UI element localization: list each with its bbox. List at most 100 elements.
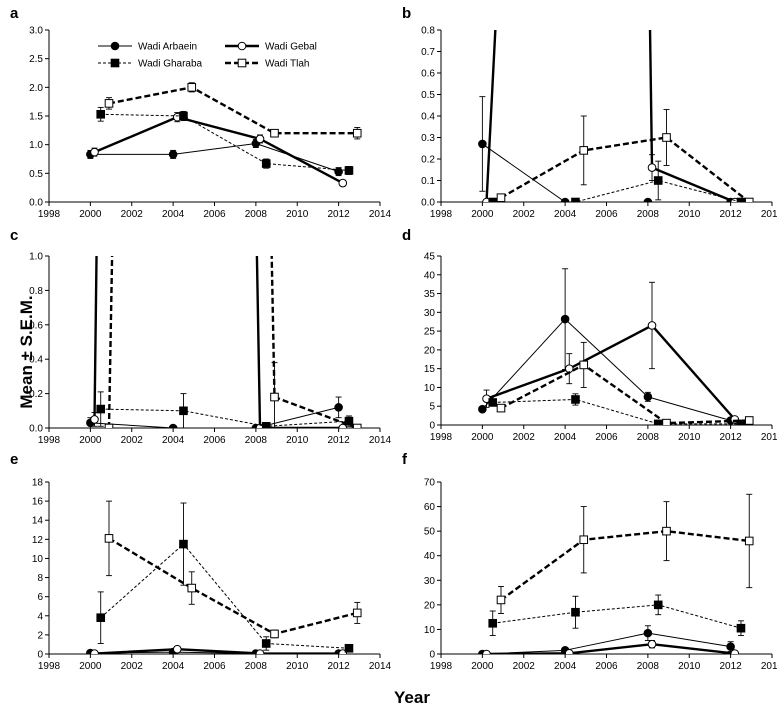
data-point (730, 649, 740, 654)
y-tick-label: 0 (37, 650, 43, 661)
x-tick-label: 2004 (162, 661, 185, 672)
data-point (255, 649, 265, 654)
data-point (104, 423, 114, 428)
data-point (482, 649, 491, 654)
data-point (653, 600, 663, 610)
x-tick-label: 2008 (637, 432, 660, 443)
series-line (94, 648, 343, 654)
y-tick-label: 0.3 (421, 133, 435, 144)
y-tick-label: 40 (424, 551, 436, 562)
y-tick-label: 30 (424, 576, 436, 587)
data-point (270, 392, 279, 402)
y-tick-label: 12 (32, 535, 44, 546)
x-tick-label: 2000 (471, 432, 494, 443)
x-tick-label: 2012 (720, 661, 743, 672)
data-point (744, 416, 754, 425)
panel-f: 0 10 20 30 40 50 60 70 1998 2000 2002 2004 2006 2008 2… (424, 478, 777, 673)
series-wadi-gebal (90, 112, 348, 188)
x-tick-label: 2006 (595, 209, 618, 220)
x-tick-label: 1998 (38, 435, 61, 446)
series-wadi-gebal (482, 30, 740, 202)
data-point (488, 618, 498, 628)
data-point (571, 607, 580, 617)
series-line (90, 143, 339, 173)
y-tick-label: 0.6 (421, 69, 435, 80)
series-line (492, 604, 742, 629)
y-tick-label: 0 (429, 421, 435, 432)
x-tick-label: 2004 (554, 432, 577, 443)
y-tick-label: 2.0 (29, 83, 43, 94)
y-tick-label: 0.2 (421, 155, 435, 166)
data-point (647, 639, 657, 649)
panel-a: 0.0 0.5 1.0 1.5 2.0 2.5 3.0 1998 2000 2002 2004 200… (29, 26, 391, 221)
series-wadi-tlah (104, 500, 362, 639)
series-line (482, 318, 731, 421)
y-tick-label: 1.5 (29, 112, 43, 123)
x-tick-label: 1998 (430, 209, 453, 220)
data-point (647, 321, 657, 330)
x-tick-label: 2006 (595, 661, 618, 672)
y-tick-label: 0.4 (421, 112, 435, 123)
x-tick-label: 2006 (595, 432, 618, 443)
data-point (496, 595, 506, 605)
x-tick-label: 2000 (79, 435, 102, 446)
data-point (744, 536, 754, 546)
y-tick-label: 0.5 (29, 169, 43, 180)
data-point (261, 421, 271, 428)
x-tick-label: 2014 (369, 435, 392, 446)
data-point (478, 139, 487, 149)
x-tick-label: 2004 (162, 435, 185, 446)
series-line (100, 113, 350, 171)
series-line (500, 136, 750, 202)
series-line (500, 529, 750, 601)
series-wadi-tlah (496, 341, 754, 425)
x-tick-label: 2014 (369, 661, 392, 672)
data-point (344, 643, 354, 653)
y-tick-label: 18 (32, 478, 44, 489)
data-point (352, 128, 362, 138)
y-tick-label: 0.8 (421, 26, 435, 37)
data-point (488, 398, 498, 407)
y-tick-label: 45 (424, 252, 436, 263)
data-point (338, 178, 348, 188)
panel-b: 0.0 0.1 0.2 0.3 0.4 0.5 0.6 0.7 0.8 1998 2000 2002 2… (421, 26, 777, 221)
data-point (579, 535, 589, 545)
data-point (96, 404, 106, 414)
series-line (485, 30, 736, 202)
y-tick-label: 0.1 (421, 176, 435, 187)
data-point (104, 534, 114, 543)
y-tick-label: 8 (37, 573, 43, 584)
panel-label-d: d (402, 227, 411, 244)
data-point (179, 406, 188, 416)
data-point (90, 415, 99, 424)
series-wadi-tlah (496, 493, 754, 614)
legend-marker (110, 58, 120, 68)
y-tick-label: 10 (32, 554, 44, 565)
y-tick-label: 40 (424, 270, 436, 281)
x-tick-label: 1998 (38, 209, 61, 220)
series-wadi-gebal (482, 281, 740, 424)
x-tick-label: 2014 (369, 209, 392, 220)
data-point (270, 128, 279, 138)
legend: Wadi Arbaein Wadi Gebal Wadi Gharaba Wadi T… (98, 42, 317, 70)
panel-label-b: b (402, 5, 411, 22)
series-line (492, 180, 742, 202)
x-tick-label: 2002 (513, 432, 536, 443)
y-tick-label: 1.0 (29, 140, 43, 151)
y-tick-label: 20 (424, 345, 436, 356)
series-wadi-gebal (482, 639, 740, 654)
series-wadi-tlah (104, 82, 362, 140)
y-tick-label: 6 (37, 592, 43, 603)
data-point (104, 99, 114, 108)
series-wadi-gharaba (96, 106, 354, 175)
data-point (726, 642, 735, 651)
series-wadi-gharaba (488, 393, 746, 425)
x-tick-label: 2006 (203, 209, 226, 220)
y-tick-label: 0.2 (29, 389, 43, 400)
x-tick-label: 2008 (637, 209, 660, 220)
series-line (100, 408, 349, 427)
data-point (571, 197, 580, 202)
x-tick-label: 2008 (245, 435, 268, 446)
panel-c: 0.0 0.2 0.4 0.6 0.8 1.0 1998 2000 2002 2004 2006 20… (29, 252, 392, 447)
